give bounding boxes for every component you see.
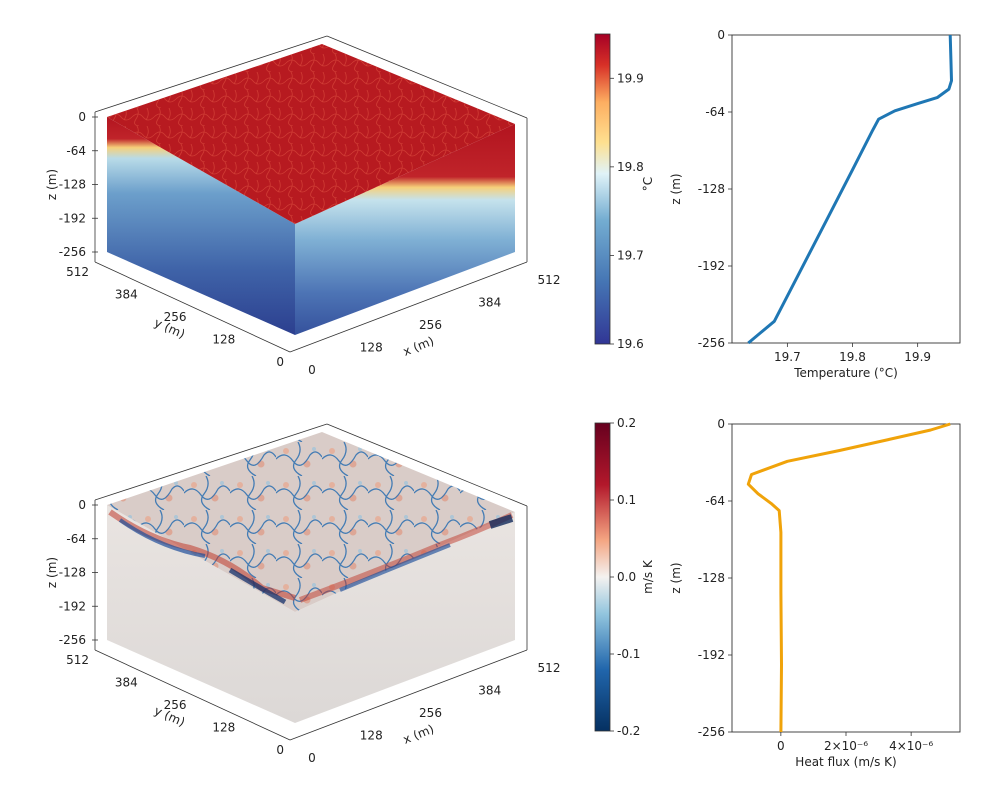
profile-x-tick-label: 0 bbox=[777, 739, 785, 753]
profile-y-axis-label: z (m) bbox=[669, 562, 683, 593]
profile-x-tick-label: 4×10⁻⁶ bbox=[889, 739, 933, 753]
profile-y-tick-label: -128 bbox=[698, 571, 725, 585]
profile-y-tick-label: -192 bbox=[698, 648, 725, 662]
cube-z-tick-label: -256 bbox=[59, 633, 86, 647]
cube-x-tick-label: 128 bbox=[360, 341, 383, 355]
cube-x-tick-label: 128 bbox=[360, 729, 383, 743]
profile-y-tick-label: -128 bbox=[698, 182, 725, 196]
cube-z-axis-label: z (m) bbox=[45, 557, 59, 588]
cube-x-tick-label: 384 bbox=[478, 296, 501, 310]
cube-y-tick-label: 128 bbox=[212, 333, 235, 347]
heat-flux-colorbar-label: m/s K bbox=[641, 559, 655, 594]
profile-y-tick-label: 0 bbox=[717, 28, 725, 42]
heat-flux-cube-frame bbox=[94, 423, 528, 741]
profile-y-tick-label: -192 bbox=[698, 259, 725, 273]
cube-y-tick-label: 384 bbox=[115, 288, 138, 302]
profile-x-tick-label: 19.7 bbox=[774, 350, 801, 364]
cube-z-tick-label: -64 bbox=[66, 144, 86, 158]
profile-series-line bbox=[746, 422, 951, 733]
heat-flux-surface-anomalies bbox=[108, 509, 514, 605]
heat-flux-cube-left-face bbox=[107, 505, 295, 723]
cube-z-tick-label: -192 bbox=[59, 211, 86, 225]
cube-z-tick-label: -256 bbox=[59, 245, 86, 259]
cube-y-tick-label: 0 bbox=[276, 355, 284, 369]
profile-x-tick-label: 19.9 bbox=[904, 350, 931, 364]
profile-y-tick-label: -64 bbox=[705, 105, 725, 119]
heat-flux-colorbar-scale bbox=[594, 422, 611, 732]
cube-x-axis-label: x (m) bbox=[401, 722, 436, 747]
cube-x-tick-label: 512 bbox=[538, 661, 561, 675]
cube-x-tick-label: 512 bbox=[538, 273, 561, 287]
colorbar-tick-label: 0.2 bbox=[617, 416, 636, 430]
cube-y-tick-label: 0 bbox=[276, 743, 284, 757]
temperature-colorbar-scale bbox=[594, 33, 611, 345]
colorbar-tick-label: -0.2 bbox=[617, 724, 640, 738]
cube-z-tick-label: -128 bbox=[59, 566, 86, 580]
cube-x-tick-label: 256 bbox=[419, 706, 442, 720]
colorbar-tick-label: -0.1 bbox=[617, 647, 640, 661]
colorbar-tick-label: 0.1 bbox=[617, 493, 636, 507]
cube-y-tick-label: 384 bbox=[115, 676, 138, 690]
cube-z-tick-label: -128 bbox=[59, 178, 86, 192]
colorbar-tick-label: 0.0 bbox=[617, 570, 636, 584]
cube-y-tick-label: 256 bbox=[164, 310, 187, 324]
colorbar-tick-label: 19.6 bbox=[617, 337, 644, 351]
colorbar-tick-label: 19.8 bbox=[617, 160, 644, 174]
cube-x-tick-label: 384 bbox=[478, 684, 501, 698]
profile-y-tick-label: -64 bbox=[705, 494, 725, 508]
profile-y-tick-label: 0 bbox=[717, 417, 725, 431]
profile-axes-frame bbox=[731, 34, 961, 344]
cube-x-tick-label: 256 bbox=[419, 318, 442, 332]
heat-flux-cube-top-face bbox=[107, 432, 515, 612]
cube-y-tick-label: 128 bbox=[212, 721, 235, 735]
cube-z-tick-label: -192 bbox=[59, 599, 86, 613]
temperature-colorbar-ticks: 19.9 19.8 19.7 19.6 bbox=[610, 71, 644, 351]
cube-z-tick-label: -64 bbox=[66, 532, 86, 546]
cube-y-tick-label: 256 bbox=[164, 698, 187, 712]
cube-z-axis-label: z (m) bbox=[45, 169, 59, 200]
heat-flux-colorbar: 0.2 0.1 0.0 -0.1 -0.2 m/s K bbox=[594, 416, 655, 738]
profile-x-axis-label: Heat flux (m/s K) bbox=[795, 755, 896, 769]
cube-x-axis-label: x (m) bbox=[401, 334, 436, 359]
colorbar-tick-label: 19.9 bbox=[617, 71, 644, 85]
profile-y-tick-label: -256 bbox=[698, 336, 725, 350]
profile-x-tick-label: 2×10⁻⁶ bbox=[824, 739, 868, 753]
temperature-profile-plot: 0 -64 -128 -192 -256 19.7 19.8 19.9 Temperature … bbox=[669, 28, 961, 380]
temperature-cube-top-face bbox=[107, 44, 515, 224]
heat-flux-cube-right-face bbox=[295, 512, 515, 723]
profile-series-line bbox=[747, 34, 953, 345]
cube-x-tick-label: 0 bbox=[308, 751, 316, 765]
temperature-colorbar: 19.9 19.8 19.7 19.6 °C bbox=[594, 33, 655, 351]
cube-z-tick-label: 0 bbox=[78, 498, 86, 512]
profile-x-tick-label: 19.8 bbox=[839, 350, 866, 364]
cube-y-tick-label: 512 bbox=[66, 265, 89, 279]
temperature-cube-right-face bbox=[295, 124, 515, 335]
profile-y-axis-label: z (m) bbox=[669, 173, 683, 204]
heat-flux-colorbar-ticks: 0.2 0.1 0.0 -0.1 -0.2 bbox=[610, 416, 640, 738]
temperature-cube-left-face bbox=[107, 117, 295, 335]
cube-z-tick-label: 0 bbox=[78, 110, 86, 124]
heat-flux-profile-plot: 0 -64 -128 -192 -256 0 2×10⁻⁶ 4×10⁻⁶ Heat flux (… bbox=[669, 417, 961, 769]
cube-x-tick-label: 0 bbox=[308, 363, 316, 377]
profile-y-tick-label: -256 bbox=[698, 725, 725, 739]
cube-y-tick-label: 512 bbox=[66, 653, 89, 667]
colorbar-tick-label: 19.7 bbox=[617, 248, 644, 262]
temperature-colorbar-label: °C bbox=[641, 177, 655, 191]
temperature-cube-frame bbox=[94, 35, 528, 353]
profile-x-axis-label: Temperature (°C) bbox=[793, 366, 898, 380]
